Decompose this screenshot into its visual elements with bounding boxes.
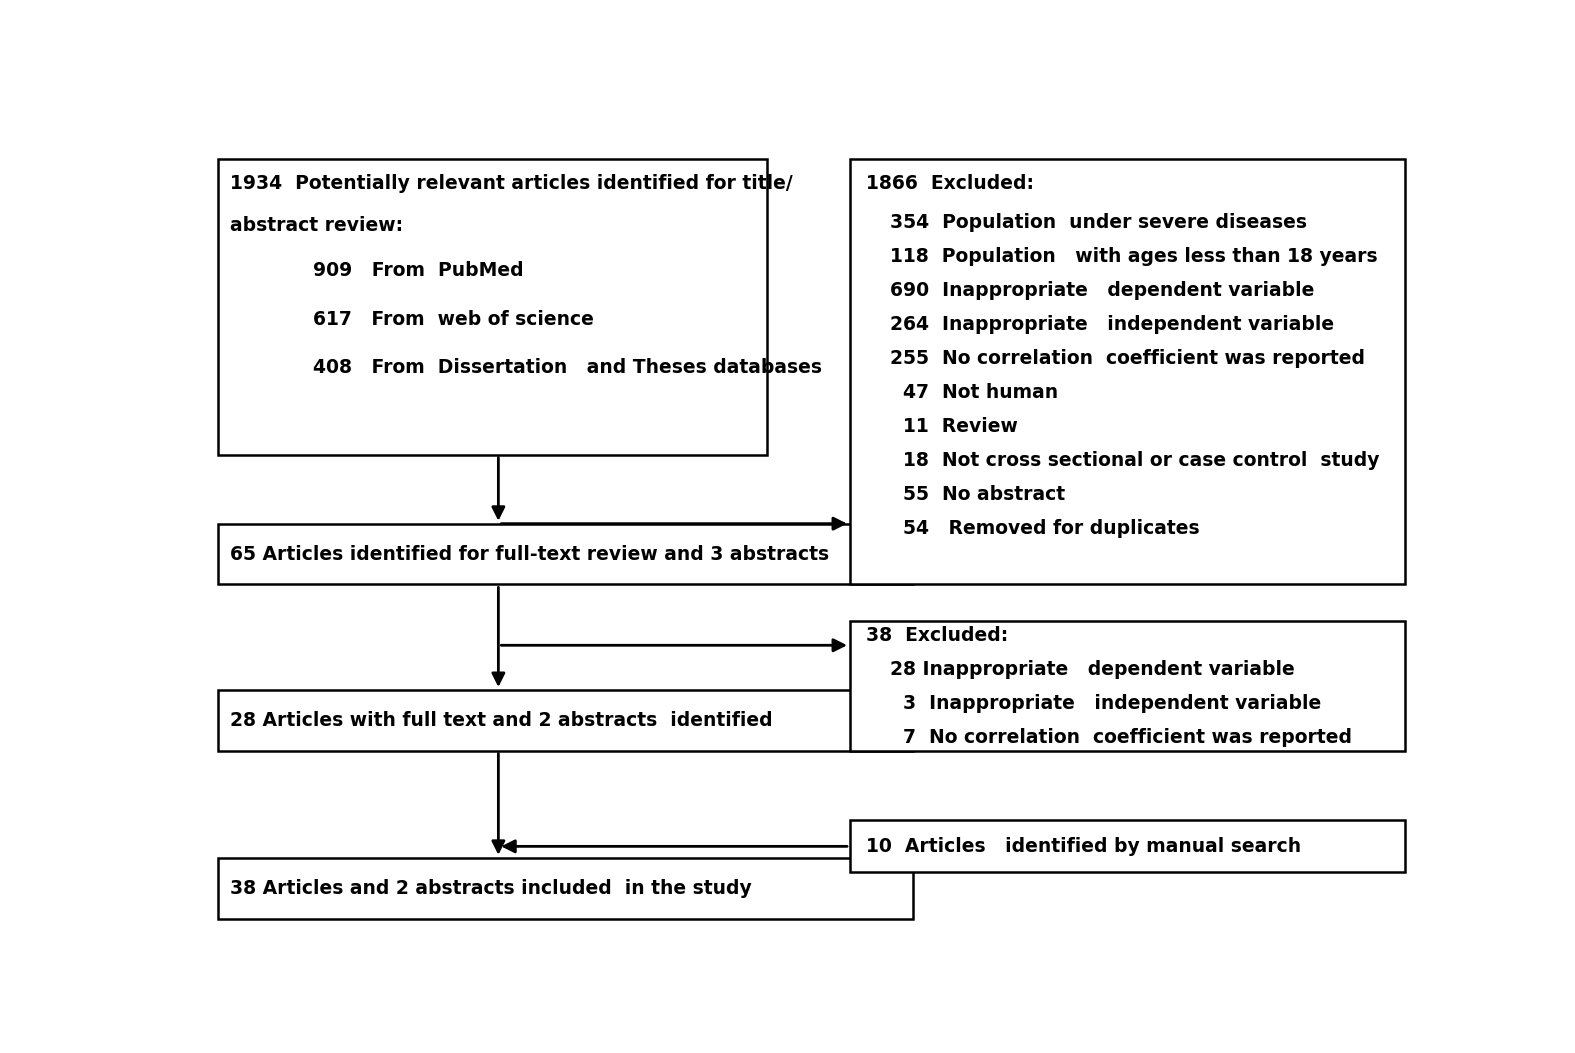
Text: 47  Not human: 47 Not human: [890, 383, 1058, 402]
Text: 909   From  PubMed: 909 From PubMed: [313, 261, 523, 280]
FancyBboxPatch shape: [217, 858, 913, 918]
FancyBboxPatch shape: [217, 159, 767, 455]
Text: 118  Population   with ages less than 18 years: 118 Population with ages less than 18 ye…: [890, 246, 1378, 265]
Text: 38 Articles and 2 abstracts included  in the study: 38 Articles and 2 abstracts included in …: [230, 879, 751, 898]
Text: 264  Inappropriate   independent variable: 264 Inappropriate independent variable: [890, 315, 1334, 334]
Text: 65 Articles identified for full-text review and 3 abstracts: 65 Articles identified for full-text rev…: [230, 545, 828, 564]
Text: 28 Inappropriate   dependent variable: 28 Inappropriate dependent variable: [890, 660, 1295, 679]
Text: 3  Inappropriate   independent variable: 3 Inappropriate independent variable: [890, 694, 1321, 713]
FancyBboxPatch shape: [850, 621, 1405, 751]
Text: 28 Articles with full text and 2 abstracts  identified: 28 Articles with full text and 2 abstrac…: [230, 711, 772, 730]
Text: 7  No correlation  coefficient was reported: 7 No correlation coefficient was reporte…: [890, 729, 1353, 748]
Text: 54   Removed for duplicates: 54 Removed for duplicates: [890, 519, 1200, 538]
Text: 11  Review: 11 Review: [890, 417, 1017, 436]
FancyBboxPatch shape: [850, 159, 1405, 584]
FancyBboxPatch shape: [850, 819, 1405, 872]
Text: 55  No abstract: 55 No abstract: [890, 485, 1065, 504]
FancyBboxPatch shape: [217, 523, 913, 584]
Text: 354  Population  under severe diseases: 354 Population under severe diseases: [890, 213, 1307, 232]
Text: 1866  Excluded:: 1866 Excluded:: [866, 174, 1033, 193]
Text: 18  Not cross sectional or case control  study: 18 Not cross sectional or case control s…: [890, 451, 1380, 470]
Text: 1934  Potentially relevant articles identified for title/: 1934 Potentially relevant articles ident…: [230, 174, 792, 193]
Text: abstract review:: abstract review:: [230, 216, 403, 235]
Text: 408   From  Dissertation   and Theses databases: 408 From Dissertation and Theses databas…: [313, 358, 822, 377]
FancyBboxPatch shape: [217, 690, 913, 751]
Text: 255  No correlation  coefficient was reported: 255 No correlation coefficient was repor…: [890, 349, 1366, 367]
Text: 38  Excluded:: 38 Excluded:: [866, 627, 1008, 645]
Text: 617   From  web of science: 617 From web of science: [313, 310, 594, 329]
Text: 10  Articles   identified by manual search: 10 Articles identified by manual search: [866, 837, 1301, 856]
Text: 690  Inappropriate   dependent variable: 690 Inappropriate dependent variable: [890, 281, 1315, 300]
